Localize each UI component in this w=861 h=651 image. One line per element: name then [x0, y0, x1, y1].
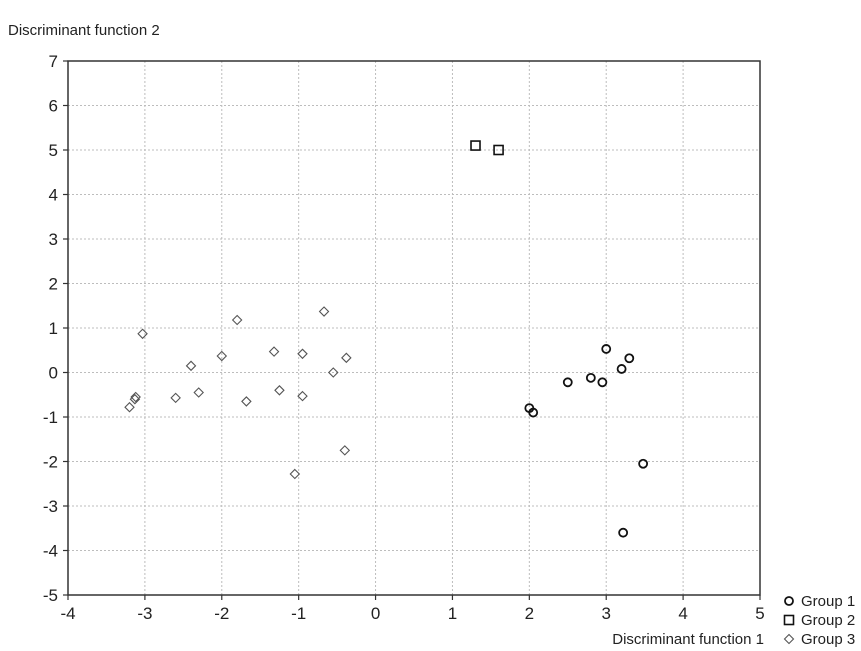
data-point-circle — [618, 527, 629, 538]
data-point-diamond — [289, 468, 301, 480]
y-tick-label: 4 — [49, 186, 58, 205]
y-tick-label: 1 — [49, 319, 58, 338]
data-point-square — [493, 144, 504, 156]
legend-marker-circle — [784, 596, 794, 606]
x-tick-label: -2 — [214, 604, 229, 623]
x-tick-label: 3 — [601, 604, 610, 623]
y-tick-label: 3 — [49, 230, 58, 249]
data-point-diamond — [297, 348, 308, 360]
y-tick-label: -5 — [43, 586, 58, 605]
data-point-circle — [601, 344, 612, 354]
y-tick-label: 0 — [49, 364, 58, 383]
x-tick-label: 1 — [448, 604, 457, 623]
data-point-diamond — [274, 385, 285, 396]
data-point-circle — [597, 377, 608, 388]
data-point-square — [470, 140, 481, 151]
x-tick-label: 4 — [678, 604, 687, 623]
x-tick-label: -3 — [137, 604, 152, 623]
data-points — [124, 140, 649, 538]
data-point-diamond — [137, 328, 148, 340]
data-point-circle — [616, 364, 627, 374]
data-point-diamond — [241, 396, 252, 407]
y-tick-label: 7 — [49, 52, 58, 71]
x-axis-label: Discriminant function 1 — [612, 631, 764, 648]
x-tick-label: -1 — [291, 604, 306, 623]
y-tick-label: -1 — [43, 408, 58, 427]
data-point-diamond — [327, 367, 339, 378]
data-point-diamond — [216, 350, 228, 362]
data-point-circle — [638, 458, 649, 469]
y-tick-label: -2 — [43, 453, 58, 472]
data-point-circle — [562, 377, 573, 388]
legend-label: Group 1 — [801, 593, 855, 610]
y-tick-label: -3 — [43, 497, 58, 516]
y-tick-label: 5 — [49, 141, 58, 160]
legend-label: Group 2 — [801, 612, 855, 629]
x-tick-label: 5 — [755, 604, 764, 623]
x-axis-ticks: -4 -3 -2 -1 0 1 2 3 4 5 — [60, 595, 765, 623]
data-point-diamond — [193, 387, 204, 398]
legend: Group 1 Group 2 Group 3 — [783, 593, 855, 648]
x-tick-label: -4 — [60, 604, 75, 623]
y-tick-label: 6 — [49, 97, 58, 116]
legend-marker-diamond — [783, 633, 795, 645]
legend-marker-square — [783, 614, 795, 626]
x-tick-label: 2 — [525, 604, 534, 623]
x-tick-label: 0 — [371, 604, 380, 623]
y-axis-label: Discriminant function 2 — [8, 22, 160, 39]
data-point-circle — [585, 372, 596, 383]
data-point-diamond — [339, 445, 351, 456]
data-point-circle — [528, 407, 539, 418]
y-tick-label: -4 — [43, 542, 58, 561]
data-point-diamond — [341, 352, 352, 364]
data-point-diamond — [318, 306, 330, 317]
data-point-circle — [624, 353, 635, 364]
grid — [68, 61, 760, 595]
data-point-diamond — [185, 360, 197, 372]
data-point-diamond — [231, 314, 243, 326]
data-point-diamond — [130, 391, 141, 403]
y-tick-label: 2 — [49, 275, 58, 294]
data-point-diamond — [124, 401, 135, 413]
y-axis-ticks: -5 -4 -3 -2 -1 0 1 2 3 4 5 6 7 — [43, 52, 68, 605]
legend-label: Group 3 — [801, 631, 855, 648]
data-point-diamond — [297, 390, 308, 402]
data-point-diamond — [268, 346, 280, 357]
data-point-diamond — [170, 392, 181, 404]
